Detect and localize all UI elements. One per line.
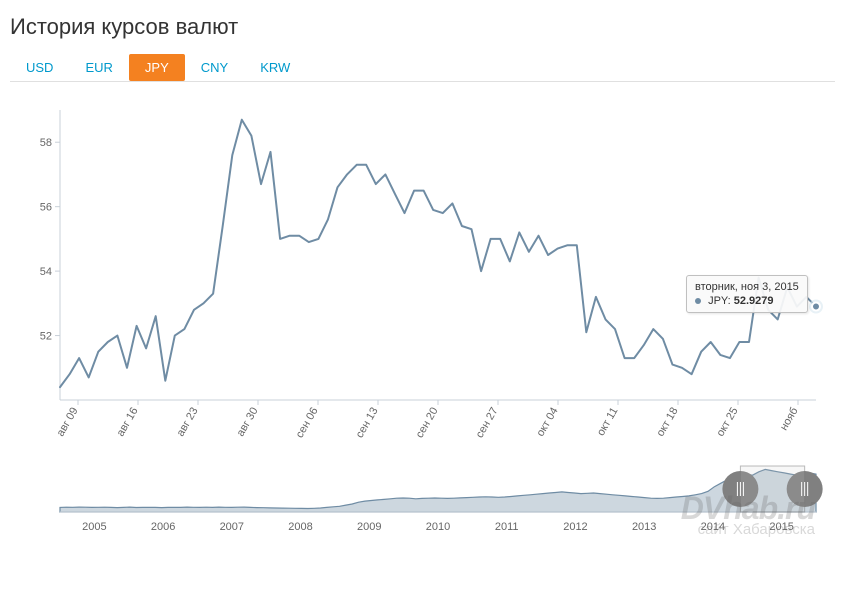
svg-text:2008: 2008 [288, 521, 312, 533]
svg-text:авг 09: авг 09 [55, 406, 81, 439]
svg-text:сен 20: сен 20 [414, 406, 441, 441]
svg-text:2009: 2009 [357, 521, 381, 533]
tooltip-value: 52.9279 [734, 295, 774, 307]
svg-text:авг 16: авг 16 [115, 406, 141, 439]
tab-usd[interactable]: USD [10, 54, 69, 81]
tab-jpy[interactable]: JPY [129, 54, 185, 81]
svg-text:2010: 2010 [426, 521, 450, 533]
svg-text:окт 11: окт 11 [595, 406, 621, 438]
navigator-chart[interactable]: 2005 2006 2007 2008 2009 2010 2011 2012 2013 2014… [16, 460, 826, 550]
navigator-window[interactable] [740, 466, 804, 512]
tab-eur[interactable]: EUR [69, 54, 128, 81]
svg-text:2006: 2006 [151, 521, 175, 533]
svg-text:2005: 2005 [82, 521, 106, 533]
chart-tooltip: вторник, ноя 3, 2015 JPY: 52.9279 [686, 275, 808, 313]
svg-text:сен 06: сен 06 [294, 406, 321, 441]
svg-text:окт 04: окт 04 [535, 406, 561, 439]
svg-text:2013: 2013 [632, 521, 656, 533]
svg-text:окт 18: окт 18 [655, 406, 681, 439]
tooltip-date: вторник, ноя 3, 2015 [695, 281, 799, 293]
svg-text:2015: 2015 [769, 521, 793, 533]
svg-text:56: 56 [40, 202, 52, 214]
currency-tabs: USDEURJPYCNYKRW [10, 54, 835, 82]
svg-text:52: 52 [40, 331, 52, 343]
tab-cny[interactable]: CNY [185, 54, 244, 81]
tooltip-dot-icon [695, 298, 701, 304]
svg-text:окт 25: окт 25 [715, 406, 741, 439]
tooltip-series-label: JPY [708, 295, 728, 307]
svg-text:сен 13: сен 13 [354, 406, 381, 441]
svg-text:авг 23: авг 23 [175, 406, 201, 439]
svg-text:авг 30: авг 30 [235, 406, 261, 439]
svg-text:58: 58 [40, 137, 52, 149]
svg-text:2012: 2012 [563, 521, 587, 533]
tooltip-row: JPY: 52.9279 [695, 295, 799, 307]
svg-text:сен 27: сен 27 [474, 406, 501, 441]
chart-area: 52 54 56 58 авг 09 авг 16 авг 23 авг 30 сен 06 се… [16, 100, 835, 550]
page-title: История курсов валют [10, 14, 835, 40]
svg-text:2014: 2014 [701, 521, 725, 533]
tab-krw[interactable]: KRW [244, 54, 306, 81]
svg-text:2007: 2007 [220, 521, 244, 533]
svg-text:54: 54 [40, 266, 52, 278]
svg-text:нояб: нояб [778, 406, 801, 433]
svg-text:2011: 2011 [495, 521, 519, 533]
